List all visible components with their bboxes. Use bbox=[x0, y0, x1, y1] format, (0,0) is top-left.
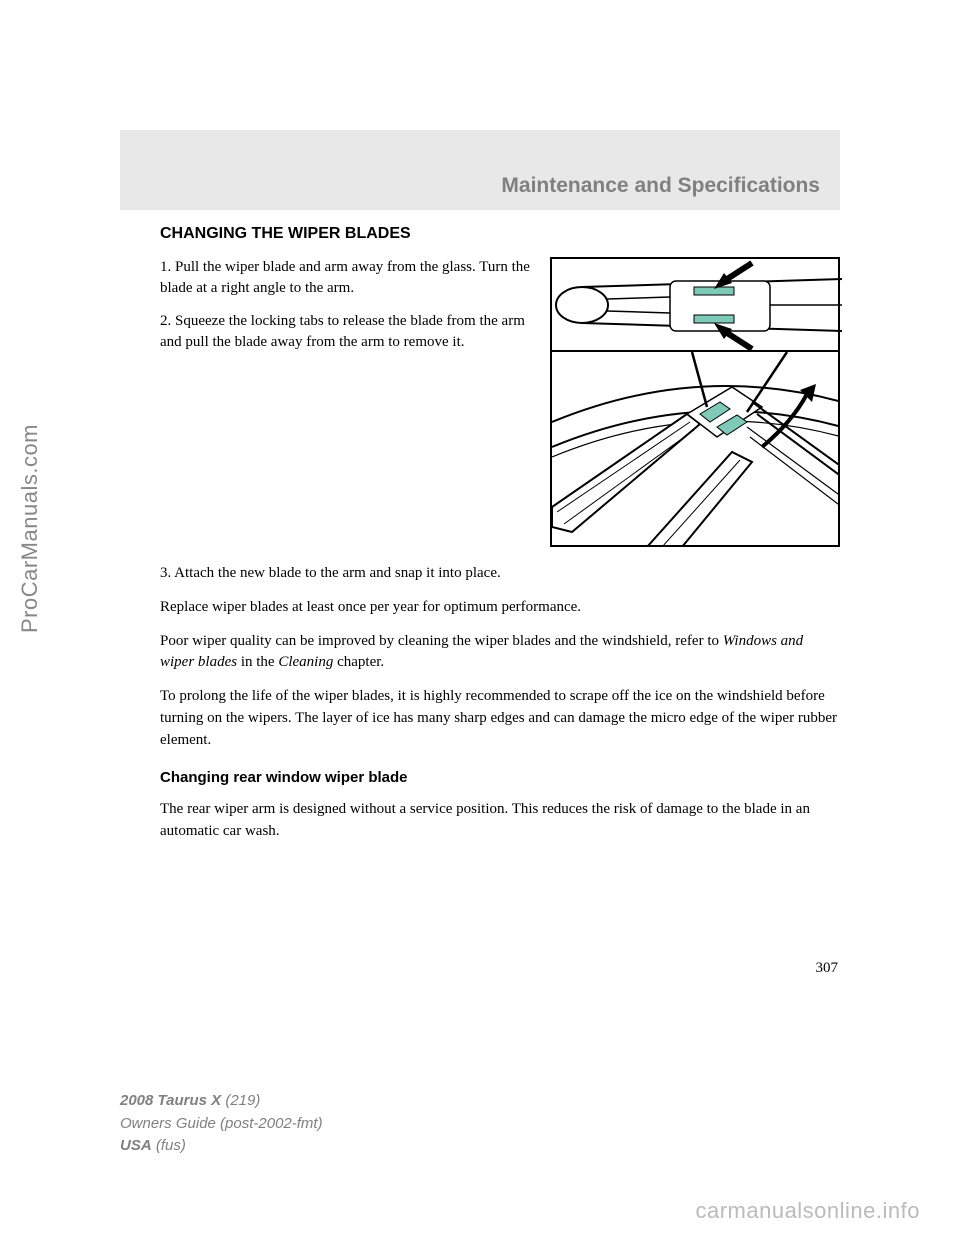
blade-inner-line2 bbox=[607, 311, 670, 313]
locking-tab-1 bbox=[694, 287, 734, 295]
footer-model-name: 2008 Taurus X bbox=[120, 1092, 221, 1109]
cleaning-note-ref2: Cleaning bbox=[278, 654, 333, 670]
replace-note: Replace wiper blades at least once per y… bbox=[160, 597, 840, 619]
wiper-top-svg bbox=[552, 259, 842, 354]
footer-model: 2008 Taurus X (219) bbox=[120, 1090, 323, 1113]
step-2: 2. Squeeze the locking tabs to release t… bbox=[160, 311, 530, 353]
steps-and-diagram: 1. Pull the wiper blade and arm away fro… bbox=[160, 257, 840, 547]
step-1: 1. Pull the wiper blade and arm away fro… bbox=[160, 257, 530, 299]
steps-column: 1. Pull the wiper blade and arm away fro… bbox=[160, 257, 530, 547]
cleaning-note-pre: Poor wiper quality can be improved by cl… bbox=[160, 633, 723, 649]
footer-guide: Owners Guide (post-2002-fmt) bbox=[120, 1113, 323, 1136]
body-text: 3. Attach the new blade to the arm and s… bbox=[160, 563, 840, 843]
ice-note: To prolong the life of the wiper blades,… bbox=[160, 686, 840, 751]
blade-inner-line1 bbox=[607, 297, 670, 299]
footer-region-name: USA bbox=[120, 1137, 152, 1154]
cleaning-note-mid: in the bbox=[237, 654, 278, 670]
callout-line-1 bbox=[692, 352, 707, 407]
content-area: CHANGING THE WIPER BLADES 1. Pull the wi… bbox=[160, 225, 840, 855]
wiper-diagram-top bbox=[550, 257, 840, 352]
arm-ext-3 bbox=[747, 427, 840, 497]
callout-line-2 bbox=[747, 352, 787, 412]
sidebar-watermark: ProCarManuals.com bbox=[17, 424, 43, 633]
rear-note: The rear wiper arm is designed without a… bbox=[160, 799, 840, 843]
footer-region: USA (fus) bbox=[120, 1135, 323, 1158]
bottom-watermark: carmanualsonline.info bbox=[695, 1198, 920, 1224]
wiper-diagram-bottom bbox=[550, 352, 840, 547]
cleaning-note: Poor wiper quality can be improved by cl… bbox=[160, 631, 840, 675]
section-heading: CHANGING THE WIPER BLADES bbox=[160, 225, 840, 243]
wiper-arm bbox=[647, 452, 752, 547]
header-band: Maintenance and Specifications bbox=[120, 130, 840, 210]
wiper-bottom-svg bbox=[552, 352, 840, 547]
wiper-diagram bbox=[550, 257, 840, 547]
cleaning-note-post: chapter. bbox=[333, 654, 384, 670]
locking-tab-2 bbox=[694, 315, 734, 323]
subheading-rear: Changing rear window wiper blade bbox=[160, 767, 840, 789]
page-section-title: Maintenance and Specifications bbox=[501, 174, 820, 198]
footer: 2008 Taurus X (219) Owners Guide (post-2… bbox=[120, 1090, 323, 1158]
blade-end-cap bbox=[556, 287, 608, 323]
footer-region-code: (fus) bbox=[156, 1137, 186, 1154]
step-3: 3. Attach the new blade to the arm and s… bbox=[160, 563, 840, 585]
page-number: 307 bbox=[816, 960, 839, 977]
footer-model-code: (219) bbox=[225, 1092, 260, 1109]
